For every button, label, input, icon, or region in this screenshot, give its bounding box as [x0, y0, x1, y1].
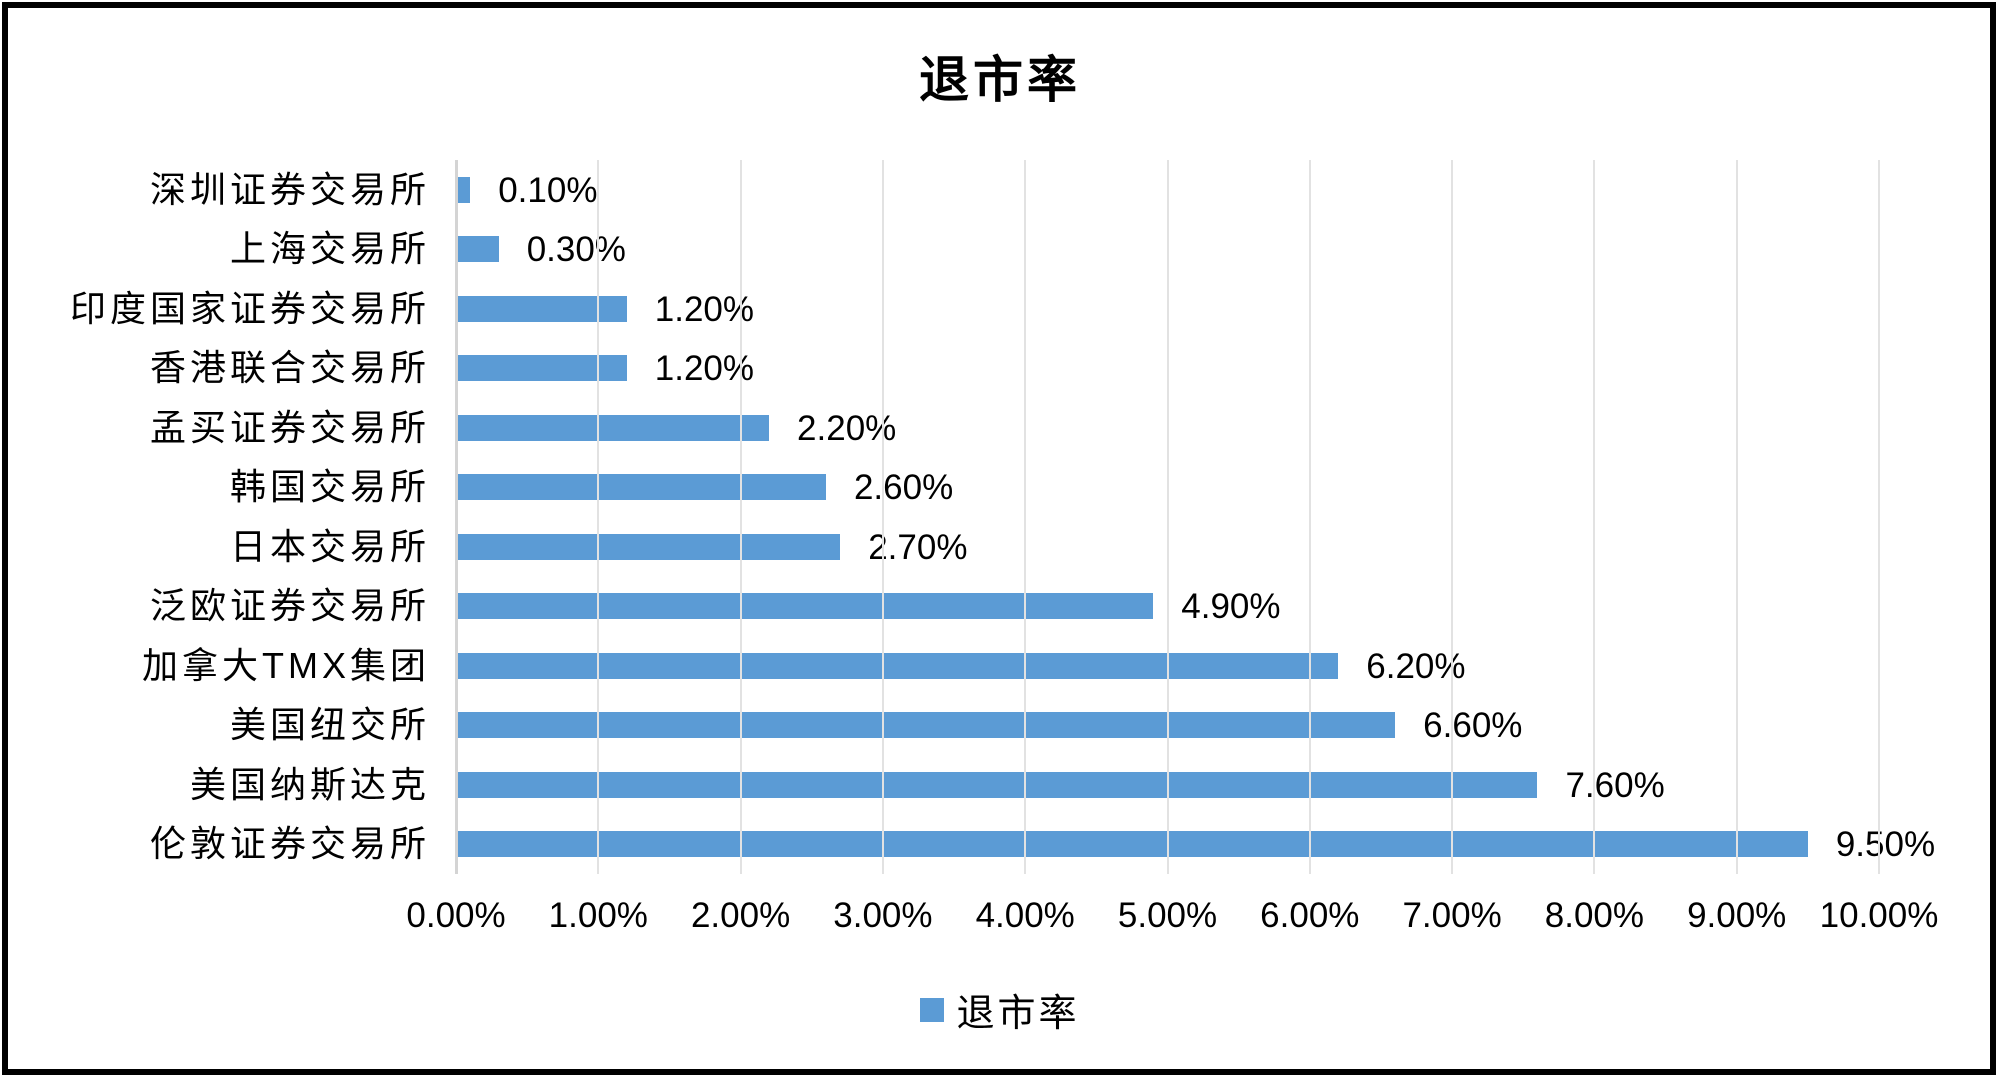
category-label: 加拿大TMX集团 — [142, 644, 430, 686]
gridline — [739, 160, 742, 874]
legend-label: 退市率 — [956, 993, 1080, 1035]
x-axis-tick-label: 1.00% — [548, 896, 648, 935]
value-label: 0.10% — [498, 170, 598, 210]
bar — [458, 771, 1538, 798]
value-label: 6.20% — [1366, 646, 1466, 686]
category-label: 上海交易所 — [229, 228, 430, 270]
bar — [458, 593, 1154, 620]
gridline — [1308, 160, 1311, 874]
value-label: 2.70% — [868, 527, 968, 567]
gridline — [1735, 160, 1738, 874]
legend: 退市率 — [0, 982, 2000, 1037]
category-label: 印度国家证券交易所 — [69, 287, 430, 329]
bar — [458, 652, 1339, 679]
bar — [458, 831, 1808, 858]
category-label: 泛欧证券交易所 — [149, 585, 430, 627]
bar — [458, 295, 627, 322]
bar — [458, 712, 1396, 739]
gridline — [1024, 160, 1027, 874]
value-label: 9.50% — [1835, 825, 1936, 865]
gridline — [881, 160, 884, 874]
x-axis-tick-label: 9.00% — [1687, 896, 1787, 935]
value-label: 4.90% — [1181, 587, 1281, 627]
x-axis-tick-label: 5.00% — [1117, 896, 1218, 935]
category-label: 日本交易所 — [229, 525, 430, 567]
value-label: 1.20% — [654, 289, 754, 329]
gridline — [597, 160, 600, 874]
y-axis-line — [454, 160, 458, 874]
gridline — [1451, 160, 1454, 874]
bar — [458, 533, 841, 560]
category-label: 深圳证券交易所 — [149, 168, 430, 210]
x-axis-tick-label: 2.00% — [690, 896, 791, 935]
category-label: 韩国交易所 — [229, 466, 430, 508]
x-axis-tick-label: 6.00% — [1260, 896, 1360, 935]
value-label: 1.20% — [654, 349, 754, 389]
gridline — [1593, 160, 1596, 874]
gridline — [1878, 160, 1880, 874]
x-axis-tick-label: 3.00% — [833, 896, 933, 935]
value-label: 7.60% — [1565, 765, 1665, 805]
x-axis-tick-label: 4.00% — [975, 896, 1075, 935]
category-label: 孟买证券交易所 — [149, 406, 430, 448]
chart-title: 退市率 — [919, 52, 1081, 108]
bar — [458, 474, 826, 501]
bar — [458, 414, 770, 441]
bar — [458, 355, 627, 382]
value-label: 2.20% — [797, 408, 897, 448]
x-axis-tick-label: 10.00% — [1819, 896, 1939, 935]
value-label: 2.60% — [853, 468, 954, 508]
category-label: 伦敦证券交易所 — [149, 823, 430, 865]
x-axis-tick-label: 7.00% — [1402, 896, 1502, 935]
category-label: 香港联合交易所 — [149, 347, 430, 389]
value-label: 0.30% — [526, 230, 626, 270]
category-label: 美国纳斯达克 — [189, 763, 430, 805]
category-label: 美国纽交所 — [229, 704, 430, 746]
value-label: 6.60% — [1423, 706, 1523, 746]
bar — [458, 176, 471, 203]
x-axis-tick-label: 8.00% — [1544, 896, 1645, 935]
legend-swatch-icon — [920, 997, 945, 1022]
x-axis-tick-label: 0.00% — [406, 896, 506, 935]
bar — [458, 236, 499, 263]
gridline — [1166, 160, 1169, 874]
